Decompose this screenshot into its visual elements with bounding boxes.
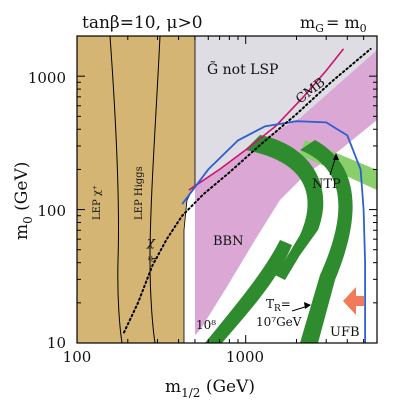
not-lsp-region <box>195 36 377 185</box>
title-right-eq: = m <box>326 13 360 32</box>
label-chi: χ <box>146 235 156 250</box>
tr-arrow-head <box>304 302 311 309</box>
y-axis-label-unit: (GeV) <box>12 162 32 217</box>
title-right-lhs-sub: G <box>315 22 324 35</box>
y-tick-label-10: 10 <box>47 334 66 352</box>
label-tr-base: T <box>266 297 274 311</box>
axis-ticks <box>76 35 378 344</box>
y-axis-label: m0 (GeV) <box>12 162 35 240</box>
label-lep-higgs: LEP Higgs <box>134 166 145 220</box>
x-axis-label-sub: 1/2 <box>181 386 200 400</box>
lep-excluded-region <box>77 36 196 343</box>
ntp-arrow-head <box>333 153 339 160</box>
ufb-arrow <box>343 287 364 315</box>
chart-title: tanβ=10, μ>0 <box>82 13 203 33</box>
title-right: mG = m0 <box>300 13 367 35</box>
lep-lines <box>109 36 161 343</box>
y-axis-label-base: m <box>12 224 32 240</box>
label-ten8: 10⁸ <box>196 318 216 332</box>
green-band-lower <box>205 240 292 343</box>
label-tr: TR= <box>266 297 291 314</box>
cmb-line <box>188 48 345 191</box>
label-ufb: UFB <box>330 325 360 340</box>
green-band-middle <box>300 140 353 343</box>
x-axis-label-base: m <box>165 377 181 397</box>
label-tr-sub: R <box>274 304 281 314</box>
title-right-lhs: m <box>300 13 315 32</box>
y-tick-label-100: 100 <box>37 202 66 220</box>
y-tick-label-1000: 1000 <box>28 69 66 87</box>
curves <box>123 47 372 343</box>
plot-frame <box>76 35 378 344</box>
y-axis-label-sub: 0 <box>21 216 35 224</box>
title-right-rhs-sub: 0 <box>360 22 367 35</box>
green-band-upper <box>245 135 324 280</box>
label-tr-value: 10⁷GeV <box>256 315 302 329</box>
label-bbn: BBN <box>213 234 243 249</box>
x-tick-label-100: 100 <box>63 348 92 366</box>
label-not-lsp: G̃ not LSP <box>207 60 278 78</box>
x-tick-label-1000: 1000 <box>226 348 264 366</box>
cmb-band <box>195 50 377 335</box>
blue-line <box>181 120 367 343</box>
lep-higgs-line <box>149 36 161 343</box>
lep-chargino-line <box>109 36 123 343</box>
label-lep-chargino: LEP χ⁺ <box>92 185 103 220</box>
label-stau: τ̃ <box>147 255 161 262</box>
label-ntp: NTP <box>312 177 341 192</box>
x-axis-label-unit: (GeV) <box>200 377 255 397</box>
label-tr-eq: = <box>281 297 291 311</box>
chi-tau-boundary <box>123 47 372 334</box>
x-axis-label: m1/2 (GeV) <box>165 377 255 400</box>
